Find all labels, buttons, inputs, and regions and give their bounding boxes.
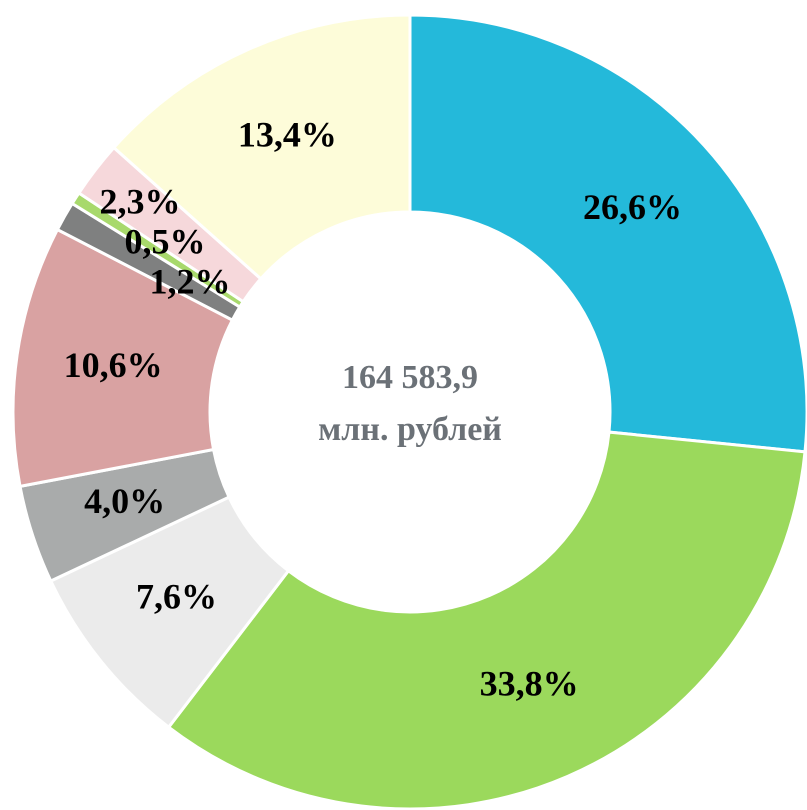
value-label: 1,2% <box>150 261 231 301</box>
slice <box>166 430 807 810</box>
value-label: 7,6% <box>136 577 217 617</box>
value-label: 2,3% <box>100 181 181 221</box>
slice <box>408 13 807 454</box>
center-label: млн. рублей <box>318 411 502 448</box>
value-label: 4,0% <box>84 481 165 521</box>
value-label: 13,4% <box>238 114 337 154</box>
value-label: 0,5% <box>125 221 206 261</box>
value-label: 10,6% <box>64 345 163 385</box>
slices <box>11 13 807 810</box>
center-label: 164 583,9 <box>342 359 478 396</box>
value-label: 33,8% <box>480 664 579 704</box>
slice <box>111 13 412 281</box>
value-label: 26,6% <box>583 187 682 227</box>
